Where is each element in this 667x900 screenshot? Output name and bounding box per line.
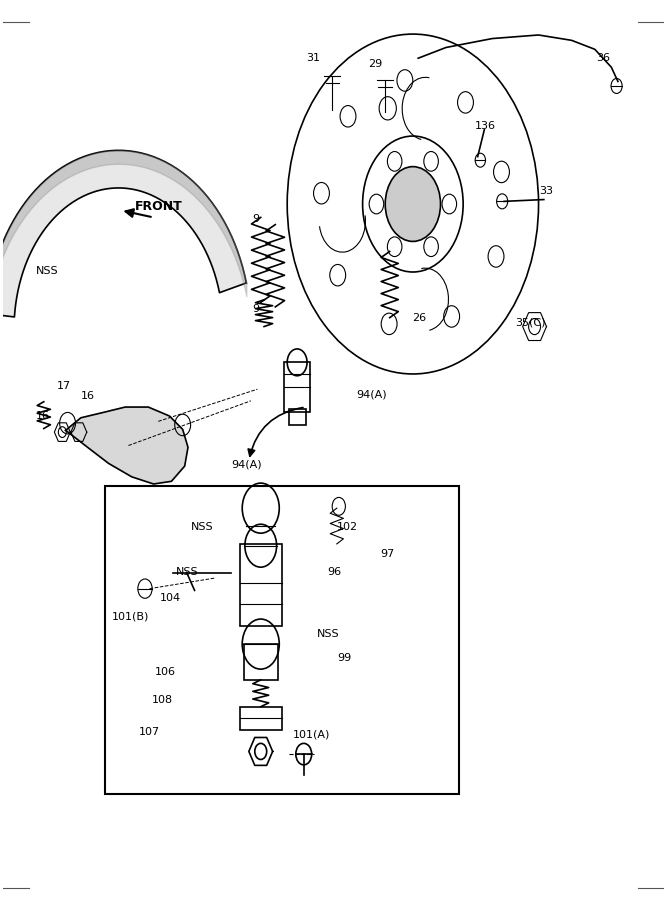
Bar (243, 644, 278, 680)
Bar (284, 363, 310, 412)
Bar (105, 486, 459, 795)
Text: 102: 102 (337, 522, 358, 532)
FancyArrowPatch shape (248, 408, 303, 456)
Bar (239, 706, 282, 730)
Bar (289, 409, 305, 425)
Text: 16: 16 (81, 392, 95, 401)
Text: 136: 136 (475, 122, 496, 131)
Text: 101(A): 101(A) (293, 729, 330, 740)
Text: 36: 36 (596, 53, 610, 63)
Text: 16: 16 (35, 411, 49, 421)
Text: 9: 9 (252, 303, 259, 314)
Text: NSS: NSS (36, 266, 59, 276)
Text: 97: 97 (380, 549, 394, 559)
Text: 101(B): 101(B) (112, 611, 149, 621)
Text: 17: 17 (57, 381, 71, 391)
Text: FRONT: FRONT (135, 200, 183, 213)
Text: 99: 99 (337, 652, 351, 662)
Text: 31: 31 (307, 53, 321, 63)
Text: 26: 26 (412, 312, 427, 322)
Text: 35(C): 35(C) (516, 318, 546, 328)
Text: 29: 29 (368, 58, 382, 68)
Text: 108: 108 (151, 696, 173, 706)
Polygon shape (0, 150, 246, 317)
Text: 94(A): 94(A) (357, 390, 388, 400)
Bar (239, 544, 282, 626)
Text: 104: 104 (160, 593, 181, 604)
Text: 107: 107 (138, 727, 159, 737)
Polygon shape (65, 407, 188, 484)
Text: 33: 33 (540, 185, 554, 195)
Text: 94(A): 94(A) (231, 459, 261, 469)
Text: 9: 9 (252, 214, 259, 224)
FancyArrowPatch shape (125, 209, 151, 217)
Circle shape (386, 166, 440, 241)
Text: 106: 106 (155, 667, 176, 677)
Text: NSS: NSS (176, 567, 199, 577)
Text: NSS: NSS (191, 522, 214, 532)
Text: 96: 96 (327, 567, 341, 577)
Text: NSS: NSS (317, 629, 340, 639)
